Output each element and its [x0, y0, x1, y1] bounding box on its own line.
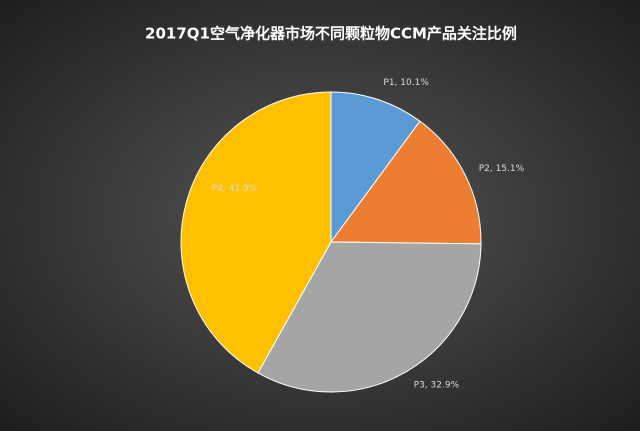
pie-slice: [257, 241, 482, 393]
data-label: P1, 10.1%: [383, 78, 429, 88]
data-label: P2, 15.1%: [479, 164, 525, 174]
pie-slice: [330, 91, 421, 244]
data-label: P4, 41.9%: [212, 184, 258, 194]
chart-title: 2017Q1空气净化器市场不同颗粒物CCM产品关注比例: [145, 25, 517, 43]
pie-slice: [180, 91, 332, 374]
pie-slice: [330, 120, 482, 245]
data-label: P3, 32.9%: [414, 380, 460, 390]
